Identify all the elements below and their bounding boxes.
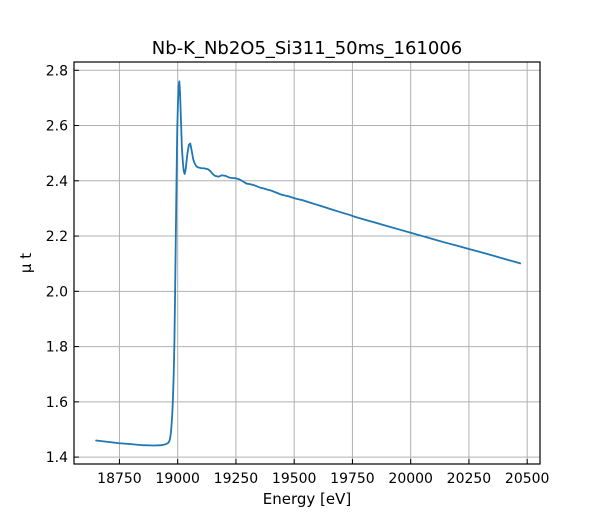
grid-layer bbox=[74, 62, 540, 464]
plot-frame bbox=[73, 61, 541, 465]
x-tick-label: 19000 bbox=[155, 471, 200, 487]
y-axis-label: μ t bbox=[17, 253, 35, 273]
x-axis-label: Energy [eV] bbox=[263, 490, 351, 508]
x-tick-label: 19500 bbox=[272, 471, 317, 487]
y-tick-label: 2.0 bbox=[46, 284, 68, 300]
y-tick-label: 1.6 bbox=[46, 395, 68, 411]
series-line bbox=[95, 80, 522, 447]
tick-layer: 18750 19000 19250 19500 19750 20000 20250 20500… bbox=[46, 63, 550, 487]
x-tick-label: 20250 bbox=[447, 471, 492, 487]
y-tick-label: 2.8 bbox=[46, 63, 68, 79]
x-tick-label: 20000 bbox=[388, 471, 433, 487]
chart-title: Nb-K_Nb2O5_Si311_50ms_161006 bbox=[152, 38, 462, 59]
x-tick-label: 20500 bbox=[505, 471, 550, 487]
y-tick-label: 2.2 bbox=[46, 229, 68, 245]
y-tick-label: 1.8 bbox=[46, 340, 68, 356]
x-tick-label: 19750 bbox=[330, 471, 375, 487]
y-tick-label: 2.4 bbox=[46, 174, 68, 190]
y-tick-label: 2.6 bbox=[46, 119, 68, 135]
x-tick-label: 19250 bbox=[214, 471, 259, 487]
x-tick-label: 18750 bbox=[97, 471, 142, 487]
y-tick-label: 1.4 bbox=[46, 450, 68, 466]
line-layer bbox=[95, 80, 522, 447]
